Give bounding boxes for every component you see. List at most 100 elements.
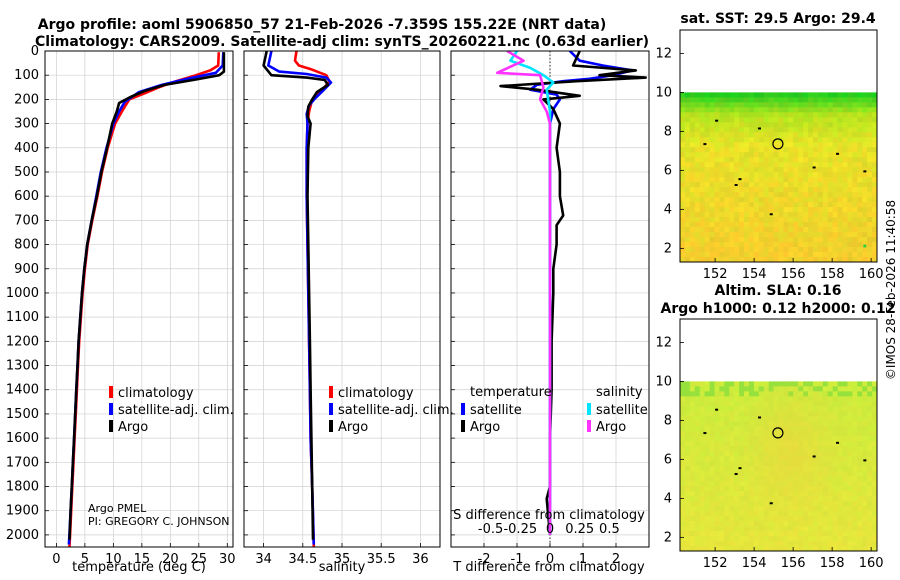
map-cell (719, 431, 725, 437)
map-cell (812, 207, 819, 213)
map-cell (734, 247, 740, 253)
map-cell (694, 242, 701, 248)
map-cell (847, 516, 853, 522)
map-cell (857, 187, 863, 193)
map-cell (719, 252, 725, 258)
map-cell (729, 247, 735, 253)
map-cell (729, 222, 735, 228)
map-cell (763, 192, 770, 198)
map-cell (872, 426, 877, 432)
map-cell (798, 92, 804, 98)
map-cell (748, 541, 755, 547)
map-cell (748, 187, 755, 193)
map-cell (867, 486, 873, 492)
map-cell (768, 202, 774, 208)
map-cell (753, 257, 760, 262)
map-cell (852, 112, 858, 118)
map-cell (773, 536, 779, 542)
map-cell (788, 237, 794, 243)
map-cell (793, 247, 799, 253)
map-cell (837, 501, 843, 507)
map-cell (689, 436, 696, 442)
map-cell (808, 112, 814, 118)
map-cell (684, 217, 691, 223)
map-cell (680, 386, 686, 392)
map-cell (729, 92, 735, 98)
map-cell (842, 132, 848, 138)
map-cell (694, 192, 701, 198)
map-cell (758, 541, 765, 547)
map-cell (842, 471, 848, 477)
map-cell (842, 92, 848, 98)
map-cell (704, 396, 710, 402)
map-cell (758, 127, 765, 133)
map-cell (680, 401, 686, 407)
map-cell (867, 192, 873, 198)
map-cell (689, 117, 696, 123)
map-cell (842, 516, 848, 522)
map-cell (748, 222, 755, 228)
map-cell (753, 117, 760, 123)
map-cell (862, 107, 868, 113)
map-cell (822, 217, 829, 223)
map-cell (803, 237, 809, 243)
map-cell (734, 252, 740, 258)
map-cell (808, 536, 814, 542)
map-cell (788, 232, 794, 238)
map-cell (714, 237, 720, 243)
map-cell (857, 167, 863, 173)
map-cell (852, 421, 858, 427)
map-cell (680, 516, 686, 522)
map-cell (739, 187, 745, 193)
map-cell (689, 396, 696, 402)
map-cell (724, 426, 730, 432)
map-cell (734, 112, 740, 118)
map-cell (867, 212, 873, 218)
map-cell (842, 381, 848, 387)
map-cell (758, 142, 765, 148)
map-cell (714, 386, 720, 392)
map-cell (832, 117, 838, 123)
map-cell (729, 167, 735, 173)
map-cell (680, 526, 686, 532)
map-cell (783, 222, 789, 228)
map-cell (808, 187, 814, 193)
map-cell (704, 252, 710, 258)
map-cell (709, 92, 715, 98)
map-cell (798, 227, 804, 233)
map-x-tick-label: 156 (781, 556, 806, 571)
map-cell (704, 501, 710, 507)
map-cell (803, 132, 809, 138)
map-cell (808, 152, 814, 158)
map-cell (763, 112, 770, 118)
map-cell (694, 202, 701, 208)
map-cell (719, 127, 725, 133)
map-cell (778, 541, 784, 547)
map-cell (793, 207, 799, 213)
map-cell (734, 536, 740, 542)
map-cell (837, 177, 843, 183)
map-cell (689, 157, 696, 163)
map-cell (729, 516, 735, 522)
map-cell (862, 521, 868, 527)
map-cell (793, 232, 799, 238)
map-cell (817, 167, 824, 173)
map-cell (773, 147, 779, 153)
map-cell (699, 406, 706, 412)
map-cell (798, 222, 804, 228)
map-cell (852, 227, 858, 233)
map-cell (798, 107, 804, 113)
map-cell (867, 122, 873, 128)
map-cell (812, 536, 819, 542)
map-cell (753, 132, 760, 138)
map-cell (748, 252, 755, 258)
map-cell (689, 197, 696, 203)
map-cell (827, 182, 834, 188)
map-cell (704, 451, 710, 457)
map-cell (842, 97, 848, 103)
map-cell (812, 157, 819, 163)
map-cell (793, 112, 799, 118)
attribution-line1: Argo PMEL (88, 502, 147, 515)
map-cell (793, 122, 799, 128)
map-cell (709, 237, 715, 243)
